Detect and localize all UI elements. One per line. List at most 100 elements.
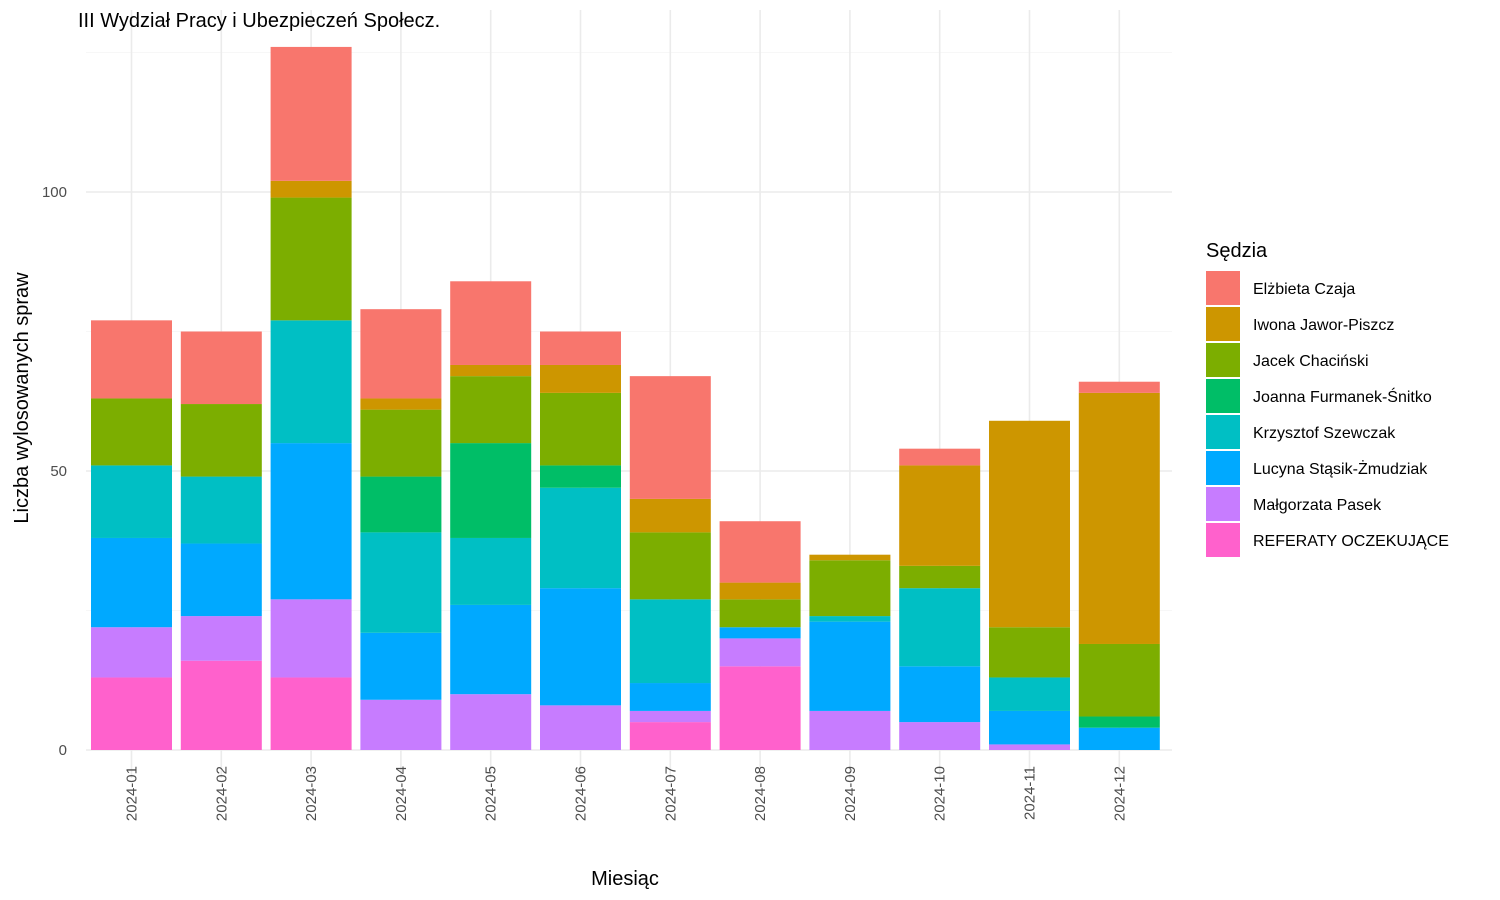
legend: Sędzia Elżbieta Czaja Iwona Jawor-Piszcz J…: [1206, 240, 1449, 557]
x-tick-label: 2024-02: [213, 766, 230, 821]
legend-swatch: [1206, 271, 1240, 305]
bar-segment: [450, 376, 532, 444]
bar-segment: [629, 498, 711, 533]
bar-segment: [719, 599, 801, 628]
legend-label: Joanna Furmanek-Śnitko: [1253, 387, 1432, 406]
legend-label: Jacek Chaciński: [1253, 353, 1369, 370]
bar-segment: [360, 398, 442, 410]
y-axis-title: Liczba wylosowanych spraw: [11, 272, 33, 524]
bar-segment: [91, 320, 172, 399]
bar-segment: [91, 465, 172, 538]
x-tick-label: 2024-04: [393, 766, 410, 821]
bar-segment: [270, 46, 352, 181]
legend-label: Lucyna Stąsik-Żmudziak: [1253, 459, 1428, 478]
bar-segment: [719, 521, 801, 583]
bar-segment: [899, 465, 981, 566]
legend-label: REFERATY OCZEKUJĄCE: [1253, 533, 1449, 550]
bar-segment: [91, 677, 172, 750]
bar-segment: [629, 599, 711, 684]
bar-segment: [719, 627, 801, 639]
legend-label: Elżbieta Czaja: [1253, 281, 1355, 298]
bar-segment: [989, 710, 1070, 745]
x-tick-label: 2024-12: [1111, 766, 1128, 821]
bar-segment: [1078, 643, 1160, 717]
bar-segment: [180, 331, 262, 405]
bar-segment: [899, 565, 981, 589]
bar-segment: [989, 744, 1070, 750]
legend-swatch: [1206, 343, 1240, 377]
bar-segment: [989, 420, 1070, 628]
x-tick-label: 2024-09: [842, 766, 859, 821]
bar-segment: [360, 409, 442, 477]
bar-segment: [540, 705, 621, 750]
bar-segment: [180, 476, 262, 544]
bar-segment: [899, 722, 981, 750]
bar-segment: [540, 465, 621, 488]
bar-segment: [629, 710, 711, 723]
bar-segment: [270, 197, 352, 321]
legend-title: Sędzia: [1206, 240, 1268, 262]
bar-segment: [91, 398, 172, 466]
x-tick-label: 2024-08: [752, 766, 769, 821]
bar-segment: [450, 281, 532, 365]
x-tick-label: 2024-06: [573, 766, 590, 821]
bar-segment: [809, 560, 891, 617]
bar-segment: [1078, 716, 1160, 728]
bar-segment: [540, 392, 621, 466]
x-tick-label: 2024-10: [932, 766, 949, 821]
bar-segment: [450, 537, 532, 605]
bar-segment: [989, 627, 1070, 678]
bar-segment: [270, 180, 352, 198]
bar-segment: [180, 404, 262, 477]
x-tick-label: 2024-01: [124, 766, 141, 821]
x-tick-label: 2024-11: [1022, 766, 1039, 820]
legend-label: Krzysztof Szewczak: [1253, 425, 1396, 442]
bar-segment: [899, 666, 981, 723]
x-tick-label: 2024-07: [662, 766, 679, 821]
bar-segment: [1078, 392, 1160, 644]
bar-segment: [809, 621, 891, 711]
bar-segment: [899, 588, 981, 667]
bars-group: [91, 46, 1160, 750]
bar-segment: [360, 532, 442, 633]
bar-segment: [719, 666, 801, 750]
bar-segment: [719, 582, 801, 600]
bar-segment: [180, 660, 262, 750]
bar-segment: [180, 543, 262, 617]
bar-segment: [270, 677, 352, 750]
bar-segment: [450, 364, 532, 377]
legend-swatch: [1206, 307, 1240, 341]
y-tick-label: 50: [50, 463, 67, 480]
bar-segment: [270, 599, 352, 678]
bar-segment: [360, 476, 442, 533]
legend-swatch: [1206, 379, 1240, 413]
bar-segment: [1078, 381, 1160, 393]
x-axis-title: Miesiąc: [591, 868, 659, 890]
legend-swatch: [1206, 451, 1240, 485]
bar-segment: [540, 364, 621, 393]
bar-segment: [360, 309, 442, 399]
bar-segment: [540, 487, 621, 589]
legend-swatch: [1206, 415, 1240, 449]
x-tick-label: 2024-05: [483, 766, 500, 821]
y-axis-ticks: 0 50 100: [42, 184, 67, 759]
bar-segment: [1078, 727, 1160, 750]
bar-segment: [91, 537, 172, 628]
bar-segment: [91, 627, 172, 678]
chart-title: III Wydział Pracy i Ubezpieczeń Społecz.: [78, 10, 440, 32]
bar-segment: [360, 632, 442, 700]
bar-segment: [989, 677, 1070, 711]
bar-segment: [809, 554, 891, 561]
bar-segment: [450, 604, 532, 695]
legend-label: Małgorzata Pasek: [1253, 497, 1382, 514]
bar-segment: [809, 616, 891, 622]
bar-segment: [270, 443, 352, 600]
bar-segment: [899, 448, 981, 466]
bar-segment: [719, 638, 801, 667]
bar-segment: [629, 532, 711, 600]
x-tick-label: 2024-03: [303, 766, 320, 821]
y-tick-label: 0: [59, 742, 67, 759]
bar-segment: [180, 616, 262, 661]
legend-swatch: [1206, 487, 1240, 521]
